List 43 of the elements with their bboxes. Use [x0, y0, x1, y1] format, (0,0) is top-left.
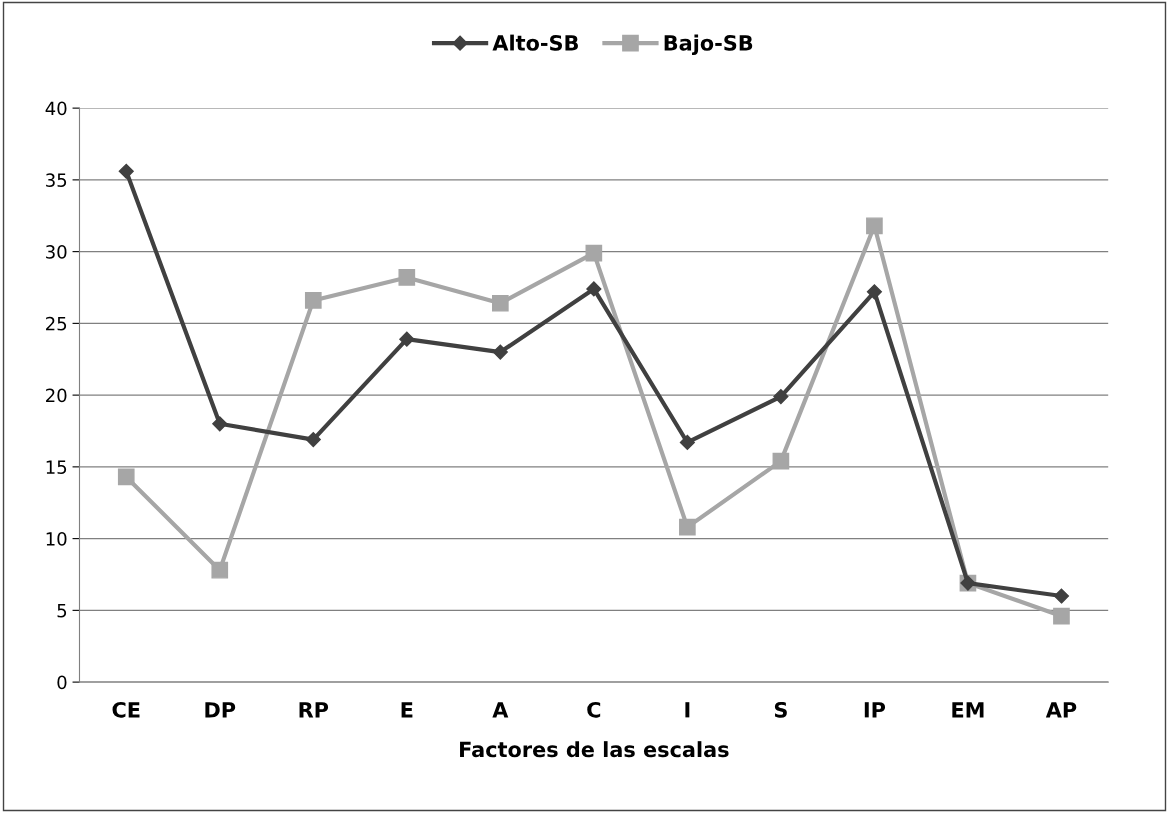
y-tick-label: 20	[46, 388, 67, 403]
point	[398, 269, 416, 286]
point	[211, 561, 229, 579]
point	[491, 294, 509, 312]
legend-label: Bajo-SB	[664, 34, 753, 55]
point	[679, 518, 696, 536]
y-tick-label: 0	[57, 675, 67, 690]
point	[679, 434, 695, 451]
x-tick-label: RP	[299, 702, 329, 718]
x-tick-label: EM	[952, 702, 984, 718]
y-tick-label: 10	[46, 532, 67, 546]
point	[492, 344, 508, 360]
y-tick-label: 40	[45, 101, 67, 116]
x-tick-label: E	[401, 702, 413, 718]
legend-label: Alto-SB	[492, 34, 578, 51]
point	[585, 244, 603, 262]
y-tick-label: 25	[46, 316, 67, 331]
y-tick-label: 5	[57, 604, 67, 618]
point	[866, 217, 883, 235]
y-tick-label: 35	[46, 173, 67, 187]
point	[305, 432, 321, 448]
y-tick-label: 30	[46, 245, 67, 259]
x-tick-label: A	[492, 702, 509, 718]
x-tick-label: CE	[112, 701, 140, 718]
x-tick-label: C	[587, 701, 601, 718]
point	[773, 388, 789, 405]
x-tick-label: DP	[205, 702, 236, 718]
point	[586, 281, 602, 297]
point	[304, 292, 322, 309]
point	[1053, 588, 1070, 604]
point	[866, 284, 882, 300]
point	[117, 468, 135, 486]
x-tick-label: IP	[864, 702, 886, 718]
y-tick-label: 15	[46, 460, 67, 474]
point	[212, 416, 228, 432]
point	[772, 452, 790, 470]
point	[399, 331, 415, 347]
point	[118, 163, 134, 179]
x-axis-title: Factores de las escalas	[460, 741, 729, 758]
point	[1053, 607, 1070, 625]
x-tick-label: S	[774, 701, 787, 718]
x-tick-label: AP	[1045, 702, 1077, 718]
x-tick-label: I	[685, 702, 690, 718]
